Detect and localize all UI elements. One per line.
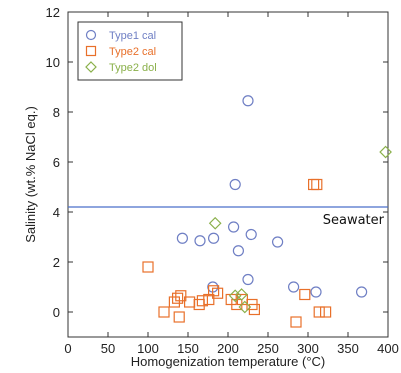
x-tick-label: 250 <box>257 341 279 356</box>
type2-cal-point <box>308 178 320 191</box>
type2-cal-point <box>158 306 170 318</box>
legend-marker-type2-dol <box>85 61 97 73</box>
type1-cal-point <box>242 273 254 286</box>
type2-cal-point <box>193 298 205 311</box>
type2-dol-point <box>235 288 248 301</box>
type1-cal-point <box>245 228 257 241</box>
y-tick-label: 10 <box>46 55 60 70</box>
type1-cal-point <box>272 236 284 248</box>
x-tick-label: 0 <box>64 341 71 356</box>
legend-label-type1-cal: Type1 cal <box>109 30 156 42</box>
type2-cal-point <box>320 306 332 318</box>
type1-cal-point <box>242 95 254 107</box>
x-tick-label: 350 <box>337 341 359 356</box>
type1-cal-point <box>176 232 188 244</box>
y-tick-label: 6 <box>53 155 60 170</box>
reference-lines: Seawater <box>68 206 388 228</box>
y-tick-label: 4 <box>53 205 60 220</box>
type1-cal-point <box>356 286 368 298</box>
type1-cal-point <box>229 178 241 191</box>
x-tick-label: 100 <box>137 341 159 356</box>
type2-dol-point <box>379 145 392 159</box>
legend-label-type2-dol: Type2 dol <box>109 62 157 74</box>
type2-cal-point <box>196 295 208 307</box>
axes: 0 50 100 150 200 250 300 350 400 0 2 4 6 8 10 12 <box>46 5 399 356</box>
type2-cal-point <box>248 303 260 316</box>
type2-cal-point <box>290 316 302 328</box>
type1-cal-point <box>208 232 220 244</box>
legend-marker-type1-cal <box>85 29 97 41</box>
type2-cal-point <box>212 287 224 299</box>
x-axis-label: Homogenization temperature (°C) <box>131 354 326 369</box>
x-tick-label: 50 <box>101 341 115 356</box>
type2-cal-point <box>172 292 184 304</box>
seawater-label: Seawater <box>323 213 385 228</box>
data-points <box>142 95 392 328</box>
type2-cal-point <box>311 178 323 191</box>
type2-dol-point <box>238 300 252 314</box>
type1-cal-point <box>288 281 300 293</box>
type1-cal-point <box>310 286 322 298</box>
type1-cal-point <box>228 221 240 233</box>
legend-label-type2-cal: Type2 cal <box>109 46 156 58</box>
y-tick-label: 0 <box>53 305 60 320</box>
type2-dol-point <box>208 216 222 230</box>
x-tick-label: 150 <box>177 341 199 356</box>
type1-cal-point <box>194 235 206 247</box>
x-tick-label: 400 <box>377 341 399 356</box>
y-tick-label: 2 <box>53 255 60 270</box>
type1-cal-point <box>232 245 244 257</box>
type2-cal-point <box>299 288 311 301</box>
legend-marker-type2-cal <box>85 45 97 57</box>
type2-cal-point <box>142 261 154 273</box>
type2-dol-point <box>228 289 242 303</box>
legend: Type1 cal Type2 cal Type2 dol <box>77 21 183 81</box>
x-tick-label: 200 <box>217 341 239 356</box>
type2-cal-point <box>175 290 187 302</box>
y-axis-label: Salinity (wt.% NaCl eq.) <box>23 106 38 243</box>
type2-cal-point <box>208 285 220 297</box>
type2-cal-point <box>313 306 325 318</box>
y-tick-label: 12 <box>46 5 60 20</box>
type2-cal-point <box>173 311 185 323</box>
x-tick-label: 300 <box>297 341 319 356</box>
y-tick-label: 8 <box>53 105 60 120</box>
type2-cal-point <box>168 296 180 308</box>
